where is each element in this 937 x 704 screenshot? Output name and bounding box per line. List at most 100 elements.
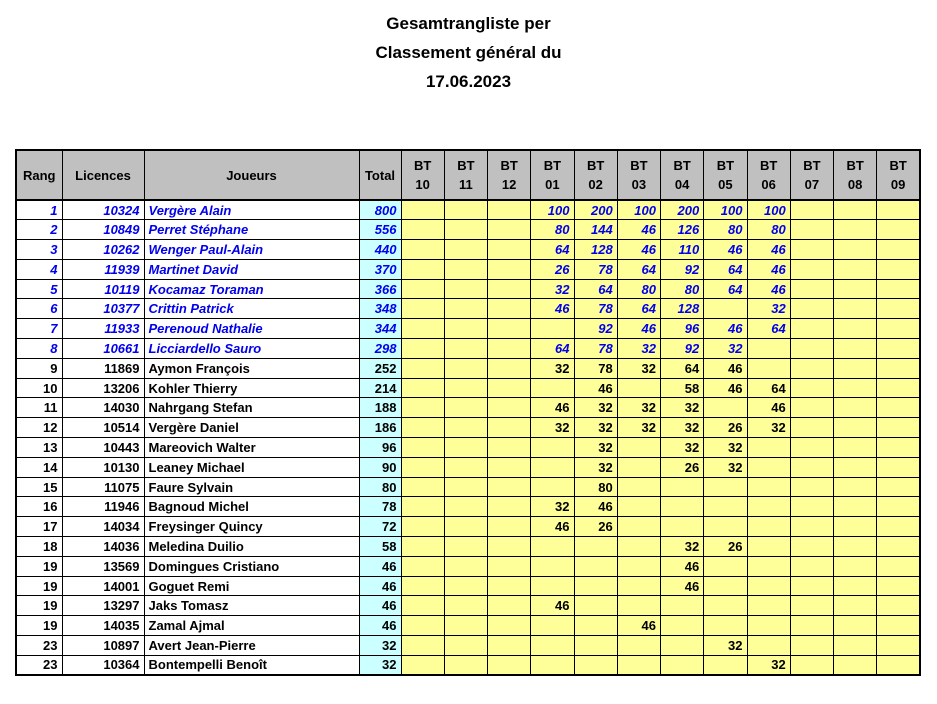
licence-cell: 11075 bbox=[61, 476, 145, 498]
bt-score-cell bbox=[746, 635, 791, 656]
total-cell: 46 bbox=[358, 615, 402, 637]
bt-score-cell: 64 bbox=[659, 357, 705, 379]
table-row: 11 14030 Nahrgang Stefan 188 46 32 32 32 46 bbox=[15, 397, 921, 419]
total-cell: 344 bbox=[358, 318, 402, 340]
total-cell: 78 bbox=[358, 496, 402, 518]
bt-score-cell: 32 bbox=[659, 397, 705, 419]
licence-cell: 10849 bbox=[61, 219, 145, 241]
bt-score-cell bbox=[616, 536, 662, 557]
bt-score-cell bbox=[400, 199, 445, 221]
bt-score-cell bbox=[616, 635, 662, 656]
bt-score-cell bbox=[789, 318, 835, 340]
player-name-cell: Mareovich Walter bbox=[143, 437, 360, 458]
table-row: 6 10377 Crittin Patrick 348 46 78 64 128 32 bbox=[15, 298, 921, 320]
table-row: 19 14001 Goguet Remi 46 46 bbox=[15, 575, 921, 597]
col-header-bt-02: BT 02 bbox=[573, 149, 618, 201]
bt-score-cell bbox=[832, 338, 878, 359]
bt-score-cell bbox=[486, 239, 532, 260]
licence-cell: 11869 bbox=[61, 357, 145, 379]
total-cell: 46 bbox=[358, 555, 402, 577]
player-name-cell: Avert Jean-Pierre bbox=[143, 635, 360, 656]
bt-score-cell bbox=[486, 318, 532, 340]
bt-score-cell bbox=[746, 496, 791, 518]
bt-score-cell bbox=[443, 615, 489, 637]
table-row: 19 14035 Zamal Ajmal 46 46 bbox=[15, 615, 921, 637]
bt-score-cell: 32 bbox=[573, 437, 618, 458]
bt-score-cell bbox=[789, 199, 835, 221]
bt-score-cell bbox=[832, 239, 878, 260]
rang-cell: 13 bbox=[15, 437, 63, 458]
table-row: 9 11869 Aymon François 252 32 78 32 64 46 bbox=[15, 357, 921, 379]
bt-score-cell bbox=[530, 437, 575, 458]
player-name-cell: Aymon François bbox=[143, 357, 360, 379]
table-row: 18 14036 Meledina Duilio 58 32 26 bbox=[15, 536, 921, 557]
total-cell: 32 bbox=[358, 654, 402, 676]
bt-score-cell bbox=[876, 536, 921, 557]
total-cell: 90 bbox=[358, 456, 402, 478]
bt-score-cell: 46 bbox=[746, 239, 791, 260]
bt-score-cell: 80 bbox=[703, 219, 748, 241]
bt-score-cell bbox=[832, 476, 878, 498]
bt-score-cell: 80 bbox=[616, 278, 662, 300]
bt-score-cell bbox=[443, 377, 489, 399]
bt-score-cell bbox=[530, 536, 575, 557]
bt-score-cell bbox=[400, 298, 445, 320]
bt-score-cell bbox=[443, 456, 489, 478]
bt-score-cell bbox=[400, 258, 445, 280]
bt-score-cell bbox=[789, 536, 835, 557]
bt-number: 09 bbox=[890, 177, 906, 192]
player-name-cell: Martinet David bbox=[143, 258, 360, 280]
bt-score-cell bbox=[616, 437, 662, 458]
bt-label: BT bbox=[543, 158, 562, 173]
bt-score-cell bbox=[616, 377, 662, 399]
bt-score-cell bbox=[832, 575, 878, 597]
total-cell: 366 bbox=[358, 278, 402, 300]
player-name-cell: Leaney Michael bbox=[143, 456, 360, 478]
bt-score-cell: 64 bbox=[703, 258, 748, 280]
bt-score-cell bbox=[703, 555, 748, 577]
bt-score-cell bbox=[400, 615, 445, 637]
bt-score-cell: 80 bbox=[746, 219, 791, 241]
bt-score-cell: 32 bbox=[616, 397, 662, 419]
table-body: 1 10324 Vergère Alain 800 100 200 100 200 100 100… bbox=[15, 199, 921, 676]
bt-score-cell: 46 bbox=[616, 219, 662, 241]
bt-score-cell: 64 bbox=[616, 298, 662, 320]
bt-score-cell bbox=[832, 615, 878, 637]
bt-score-cell: 78 bbox=[573, 338, 618, 359]
bt-score-cell bbox=[443, 437, 489, 458]
licence-cell: 11933 bbox=[61, 318, 145, 340]
col-header-licences: Licences bbox=[61, 149, 145, 201]
bt-label: BT bbox=[586, 158, 605, 173]
col-header-bt-04: BT 04 bbox=[659, 149, 705, 201]
header-row: Rang Licences Joueurs Total BT 10 BT 11 BT 12… bbox=[15, 149, 921, 201]
rang-cell: 9 bbox=[15, 357, 63, 379]
bt-score-cell: 46 bbox=[746, 397, 791, 419]
bt-score-cell: 32 bbox=[573, 397, 618, 419]
bt-score-cell bbox=[832, 397, 878, 419]
bt-score-cell bbox=[789, 615, 835, 637]
total-cell: 800 bbox=[358, 199, 402, 221]
bt-score-cell bbox=[443, 516, 489, 538]
bt-score-cell: 46 bbox=[746, 258, 791, 280]
bt-score-cell bbox=[876, 615, 921, 637]
bt-score-cell bbox=[876, 199, 921, 221]
bt-score-cell bbox=[876, 278, 921, 300]
bt-score-cell bbox=[876, 219, 921, 241]
bt-score-cell: 78 bbox=[573, 357, 618, 379]
bt-score-cell bbox=[832, 437, 878, 458]
col-header-bt-05: BT 05 bbox=[703, 149, 748, 201]
bt-score-cell bbox=[876, 635, 921, 656]
bt-score-cell bbox=[832, 357, 878, 379]
bt-score-cell bbox=[400, 219, 445, 241]
bt-score-cell bbox=[789, 575, 835, 597]
bt-score-cell bbox=[746, 516, 791, 538]
bt-score-cell: 92 bbox=[659, 258, 705, 280]
bt-score-cell bbox=[400, 278, 445, 300]
bt-score-cell: 46 bbox=[659, 555, 705, 577]
bt-score-cell bbox=[400, 536, 445, 557]
licence-cell: 10364 bbox=[61, 654, 145, 676]
bt-score-cell bbox=[400, 496, 445, 518]
player-name-cell: Perret Stéphane bbox=[143, 219, 360, 241]
table-row: 4 11939 Martinet David 370 26 78 64 92 64 46 bbox=[15, 258, 921, 280]
bt-score-cell bbox=[789, 357, 835, 379]
